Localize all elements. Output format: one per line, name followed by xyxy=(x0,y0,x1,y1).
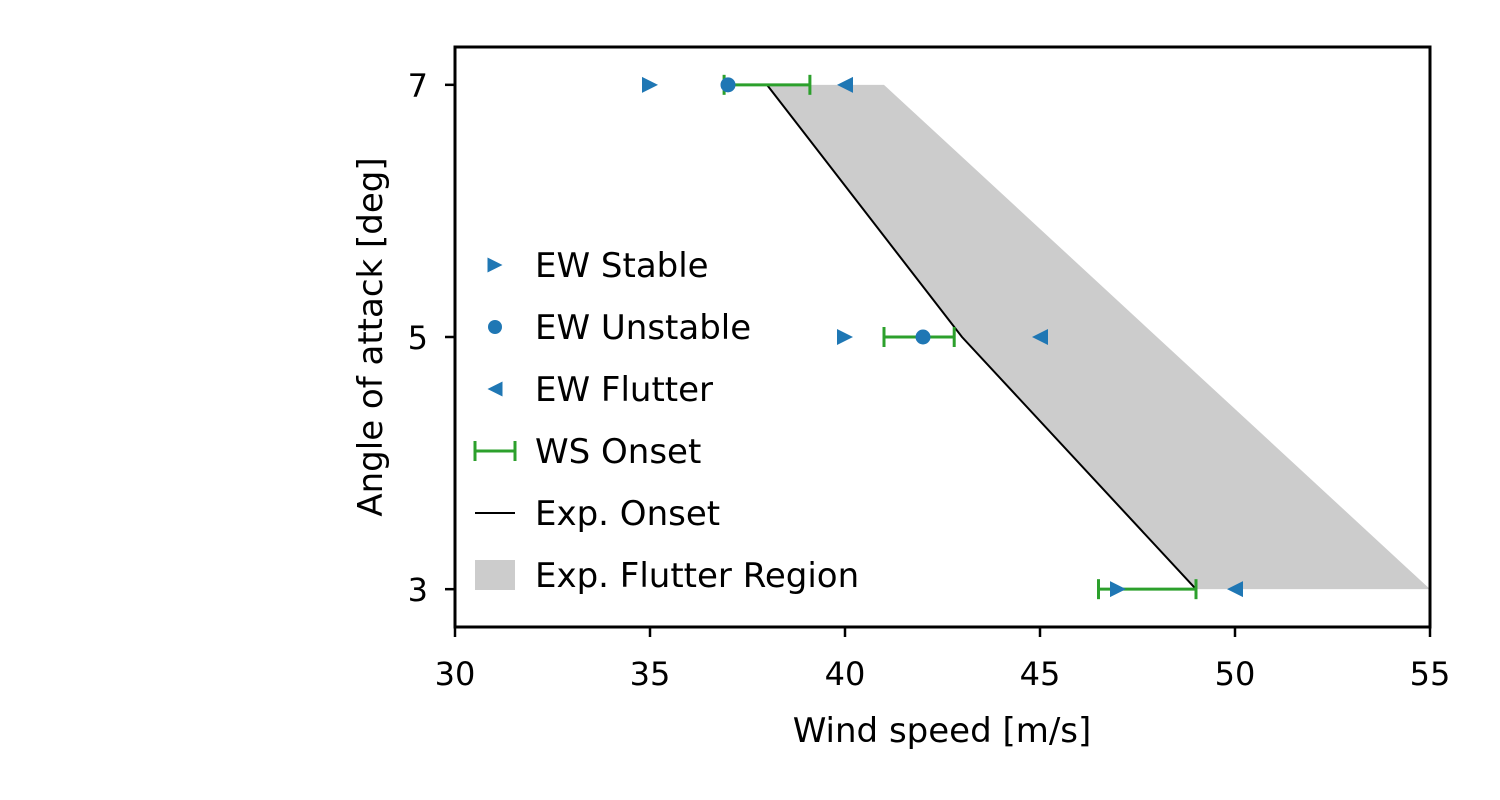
legend-label: EW Flutter xyxy=(535,370,713,410)
legend-item-exp-flutter-region: Exp. Flutter Region xyxy=(475,556,859,596)
ew-flutter-point xyxy=(1227,581,1243,598)
legend-item-ew-flutter: EW Flutter xyxy=(487,370,713,410)
flutter-region-area xyxy=(767,84,1430,590)
legend-swatch xyxy=(487,257,503,273)
y-axis: 3 5 7 xyxy=(408,67,455,609)
onset-line xyxy=(766,84,1197,590)
legend-label: EW Unstable xyxy=(535,308,751,348)
legend-label: WS Onset xyxy=(535,432,701,472)
x-tick-label: 55 xyxy=(1410,655,1451,693)
ew-stable-point xyxy=(1110,581,1126,598)
legend-swatch xyxy=(488,320,502,334)
x-axis: 30 35 40 45 50 55 xyxy=(435,627,1451,693)
ew-unstable-point xyxy=(915,329,931,345)
legend: EW Stable EW Unstable EW Flutter WS Onset Ex… xyxy=(473,246,859,596)
x-axis-label: Wind speed [m/s] xyxy=(793,711,1092,751)
legend-item-ws-onset: WS Onset xyxy=(473,432,701,472)
y-axis-label: Angle of attack [deg] xyxy=(351,157,391,516)
ew-flutter-point xyxy=(837,76,853,93)
x-tick-label: 30 xyxy=(435,655,476,693)
ew-stable-point xyxy=(837,329,853,345)
legend-label: Exp. Flutter Region xyxy=(535,556,859,596)
ew-unstable-point xyxy=(720,77,736,93)
plot-area xyxy=(642,74,1430,600)
legend-swatch xyxy=(487,381,503,397)
legend-label: Exp. Onset xyxy=(535,494,720,534)
x-tick-label: 40 xyxy=(825,655,866,693)
y-tick-label: 5 xyxy=(408,319,428,357)
legend-item-exp-onset: Exp. Onset xyxy=(475,494,720,534)
legend-label: EW Stable xyxy=(535,246,709,286)
ew-flutter-point xyxy=(1032,329,1048,345)
ew-stable-point xyxy=(642,76,658,93)
x-tick-label: 50 xyxy=(1215,655,1256,693)
y-tick-label: 7 xyxy=(408,67,428,105)
x-tick-label: 45 xyxy=(1020,655,1061,693)
y-tick-label: 3 xyxy=(408,571,428,609)
legend-item-ew-stable: EW Stable xyxy=(487,246,709,286)
x-tick-label: 35 xyxy=(630,655,671,693)
legend-swatch xyxy=(475,560,515,590)
legend-item-ew-unstable: EW Unstable xyxy=(488,308,751,348)
